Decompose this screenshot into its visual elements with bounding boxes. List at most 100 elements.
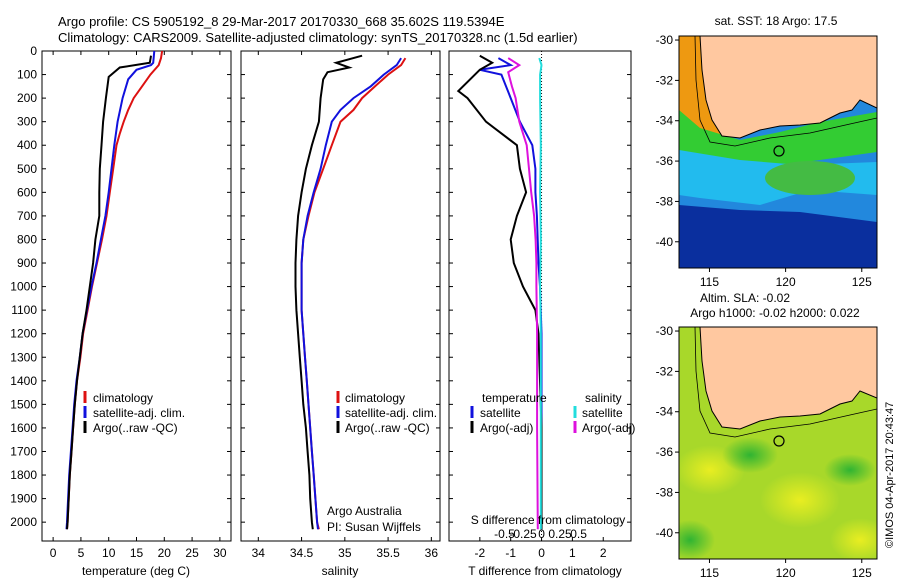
salinity-plot: 34 34.5 35 35.5 36 [252,51,439,560]
legend-label-satellite: satellite-adj. clim. [345,406,437,420]
sla-map-frame [678,326,878,560]
figure-title-line2: Climatology: CARS2009. Satellite-adjuste… [58,30,578,45]
sla-coastline [699,327,877,430]
sla-map-lat-tick-label: -38 [656,485,674,499]
depth-axis: 0 100 200 300 400 500 600 700 800 900 1000 1100 1200… [10,44,631,529]
sst-map-lat-tick-label: -34 [656,114,674,128]
series-line-satellite-adj-clim- [65,50,156,530]
figure-title-line1: Argo profile: CS 5905192_8 29-Mar-2017 2… [58,14,505,29]
sla-map-lat-tick-label: -34 [656,405,674,419]
salinity-tick-label: 36 [425,546,439,560]
sst-green-patch [765,161,855,195]
legend-title-salinity: salinity [585,391,622,405]
sst-map-lon-tick-label: 115 [700,275,719,289]
legend-label-satellite: satellite-adj. clim. [93,406,185,420]
sla-isobath [694,327,877,438]
salinity-tick-label: 35.5 [376,546,400,560]
depth-tick-label: 1800 [10,468,37,482]
depth-tick-label: 1200 [10,327,37,341]
depth-tick-label: 0 [30,44,37,58]
t-difference-tick-label: -2 [475,546,486,560]
depth-tick-label: 200 [17,91,37,105]
s-difference-tick-label: 0.5 [570,527,587,541]
depth-tick-label: 800 [17,232,37,246]
map-axes: 115 120 125 -30 -32 -34 -36 -38 -40 115 120 125 -30 -… [656,33,872,580]
difference-legend: temperature salinity satellite Argo(-adj… [470,391,635,435]
salinity-tick-label: 35 [338,546,352,560]
legend-label-argo: Argo(..raw -QC) [93,421,178,435]
sst-warm-band [679,110,877,168]
s-difference-tick-label: -0.25 [509,527,537,541]
sst-coastline [699,36,877,139]
series-line-t-satellite [479,57,543,530]
depth-tick-label: 1000 [10,280,37,294]
argo-float-marker [773,145,785,157]
sla-map-lat-tick-label: -30 [656,324,674,338]
series-line-s-satellite [538,57,543,530]
t-difference-axis-label: T difference from climatology [468,564,622,578]
sla-map-lat-tick-label: -36 [656,445,674,459]
sst-map-frame [678,35,878,269]
depth-tick-label: 2000 [10,515,37,529]
temperature-tick-label: 30 [213,546,227,560]
legend-label-s-satellite: satellite [582,406,623,420]
difference-panel-frame [448,50,632,542]
temperature-tick-label: 10 [102,546,116,560]
sst-map-lon-tick-label: 120 [776,275,796,289]
temperature-axis-label: temperature (deg C) [82,564,190,578]
legend-title-temperature: temperature [482,391,547,405]
salinity-legend: climatology satellite-adj. clim. Argo(..… [336,391,437,435]
sla-green-blob [679,520,715,559]
sst-map-lon-tick-label: 125 [852,275,872,289]
sla-green-blob [824,454,876,486]
s-difference-tick-label: -0.5 [494,527,515,541]
sst-isobath [694,36,877,147]
sst-map-title: sat. SST: 18 Argo: 17.5 [715,14,838,28]
legend-label-t-argo: Argo(-adj) [480,421,533,435]
s-difference-axis-label: S difference from climatology [471,513,626,527]
t-difference-tick-label: 2 [600,546,607,560]
legend-label-argo: Argo(..raw -QC) [345,421,430,435]
difference-plot: -2 -1 0 1 2 -0.5-0.25 0 0.250.5 [456,51,607,560]
sst-map-lat-tick-label: -32 [656,73,674,87]
sla-land [700,327,877,429]
depth-tick-label: 1700 [10,444,37,458]
depth-tick-label: 400 [17,138,37,152]
temperature-tick-label: 25 [185,546,199,560]
sla-map-lon-tick-label: 115 [700,566,719,580]
sst-map-lat-tick-label: -38 [656,194,674,208]
argo-australia-annotation: Argo Australia [327,504,402,518]
series-line-climatology [66,50,164,530]
sla-green-blob [722,437,778,473]
sst-map-lat-tick-label: -40 [656,235,674,249]
temperature-tick-label: 20 [158,546,172,560]
depth-tick-label: 300 [17,115,37,129]
depth-tick-label: 500 [17,162,37,176]
legend-label-climatology: climatology [93,391,153,405]
series-line-t-argo-adj- [456,54,543,530]
series-line-satellite-adj-clim- [300,57,402,530]
temperature-tick-label: 0 [50,546,57,560]
s-difference-tick-label: 0 [538,527,545,541]
sla-map-lat-tick-label: -40 [656,526,674,540]
sla-map [679,327,877,559]
legend-label-t-satellite: satellite [480,406,521,420]
pi-annotation: PI: Susan Wijffels [327,520,421,534]
depth-tick-label: 600 [17,185,37,199]
temperature-plot: 0 5 10 15 20 25 30 [50,50,227,560]
sla-map-lat-tick-label: -32 [656,364,674,378]
sla-map-title-line2: Argo h1000: -0.02 h2000: 0.022 [690,306,860,320]
depth-tick-label: 700 [17,209,37,223]
sst-land [700,36,877,138]
series-line-s-argo-adj- [507,57,539,530]
t-difference-tick-label: 1 [569,546,576,560]
depth-tick-label: 1600 [10,421,37,435]
depth-tick-label: 1900 [10,492,37,506]
depth-tick-label: 100 [17,68,37,82]
imos-credit: ©IMOS 04-Apr-2017 20:43:47 [884,402,896,548]
sla-map-lon-tick-label: 125 [852,566,872,580]
temperature-legend: climatology satellite-adj. clim. Argo(..… [83,391,185,435]
s-difference-tick-label: 0.25 [548,527,572,541]
salinity-tick-label: 34.5 [290,546,314,560]
